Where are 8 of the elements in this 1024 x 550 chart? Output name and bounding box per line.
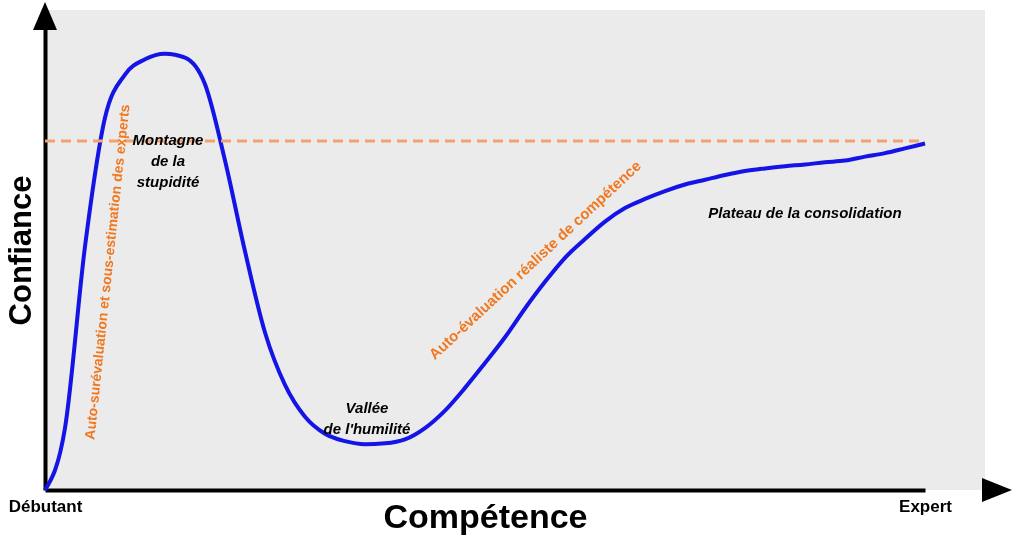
- annotation: Plateau de la consolidation: [708, 204, 902, 221]
- annotation: Auto-surévaluation et sous-estimation des experts: [81, 103, 133, 441]
- y-axis-title: Confiance: [2, 175, 38, 326]
- x-tick-label: Expert: [899, 496, 953, 516]
- annotation: Montagne de la stupidité: [132, 131, 204, 190]
- x-tick-label: Débutant: [8, 496, 83, 516]
- annotation: Vallée de l'humilité: [323, 399, 411, 437]
- x-axis-title: Compétence: [383, 496, 588, 535]
